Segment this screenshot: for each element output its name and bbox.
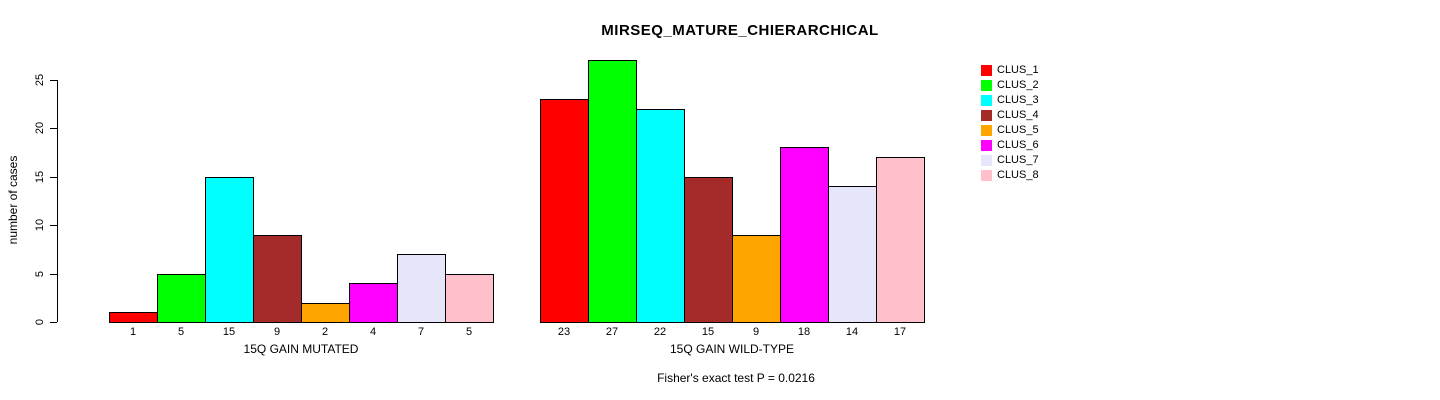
legend-label: CLUS_6 (997, 139, 1039, 151)
bar-clus_3 (636, 108, 685, 323)
bar-value-label: 1 (129, 326, 137, 338)
y-axis-tick (50, 128, 57, 129)
chart-title: MIRSEQ_MATURE_CHIERARCHICAL (601, 22, 879, 39)
bar-clus_1 (540, 98, 589, 323)
bar-value-label: 23 (557, 326, 571, 338)
footnote: Fisher's exact test P = 0.0216 (657, 371, 815, 385)
y-axis-tick (50, 176, 57, 178)
bar-clus_8 (445, 273, 494, 323)
y-axis-tick-label: 10 (34, 218, 46, 232)
bar-value-label: 18 (797, 326, 811, 338)
y-axis-tick (50, 273, 57, 275)
x-axis-label-group-1: 15Q GAIN MUTATED (243, 342, 359, 356)
bar-clus_6 (780, 147, 829, 323)
bar-value-label: 2 (321, 326, 329, 338)
y-axis-line (57, 79, 58, 322)
bar-clus_4 (253, 234, 302, 323)
bar-clus_8 (876, 157, 925, 323)
y-axis-tick-label: 25 (34, 73, 46, 86)
y-axis-tick-label: 20 (34, 121, 46, 135)
bar-value-label: 27 (605, 326, 619, 338)
legend-swatch-icon (981, 125, 992, 136)
bar-clus_3 (205, 176, 254, 323)
y-axis-tick (50, 225, 57, 226)
y-axis-tick (50, 322, 57, 323)
bar-value-label: 4 (369, 326, 377, 338)
legend-label: CLUS_7 (997, 154, 1039, 166)
bar-value-label: 9 (752, 326, 760, 338)
legend-swatch-icon (981, 110, 992, 121)
legend-swatch-icon (981, 155, 992, 166)
bar-clus_1 (109, 312, 158, 323)
bar-clus_5 (732, 234, 781, 323)
bar-clus_5 (301, 302, 350, 323)
legend-label: CLUS_3 (997, 94, 1039, 106)
bar-value-label: 15 (701, 326, 715, 338)
y-axis-tick-label: 15 (34, 170, 46, 183)
bar-value-label: 14 (845, 326, 859, 338)
y-axis-title: number of cases (6, 155, 20, 245)
bar-clus_6 (349, 283, 398, 323)
bar-clus_2 (588, 60, 637, 323)
bar-clus_2 (157, 273, 206, 323)
bar-value-label: 22 (653, 326, 667, 338)
legend-label: CLUS_2 (997, 79, 1039, 91)
y-axis-tick (50, 79, 57, 81)
x-axis-label-group-2: 15Q GAIN WILD-TYPE (669, 342, 795, 356)
bar-clus_7 (828, 186, 877, 323)
legend-label: CLUS_1 (997, 64, 1039, 76)
bar-value-label: 7 (417, 326, 425, 338)
bar-clus_4 (684, 176, 733, 323)
legend-swatch-icon (981, 140, 992, 151)
legend-swatch-icon (981, 80, 992, 91)
legend-swatch-icon (981, 65, 992, 76)
y-axis-tick-label: 5 (34, 270, 46, 277)
bar-value-label: 5 (465, 326, 473, 338)
bar-value-label: 5 (177, 326, 185, 338)
legend-swatch-icon (981, 170, 992, 181)
bar-clus_7 (397, 254, 446, 323)
legend-swatch-icon (981, 95, 992, 106)
y-axis-tick-label: 0 (34, 318, 46, 326)
legend-label: CLUS_5 (997, 124, 1039, 136)
bar-value-label: 15 (222, 326, 236, 338)
bar-value-label: 17 (893, 326, 907, 338)
legend-label: CLUS_8 (997, 169, 1039, 181)
legend-label: CLUS_4 (997, 109, 1039, 121)
bar-value-label: 9 (273, 326, 281, 338)
